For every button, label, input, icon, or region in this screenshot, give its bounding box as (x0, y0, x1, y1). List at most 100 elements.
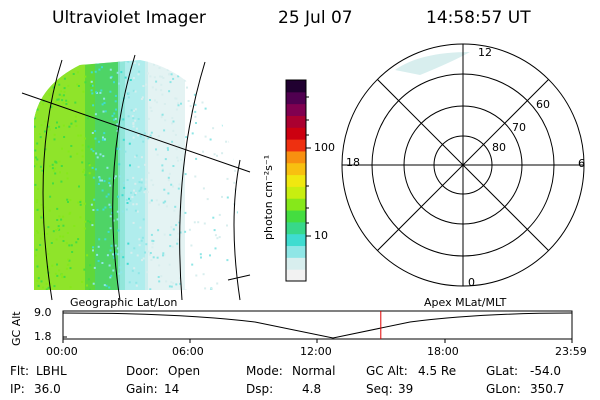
image-pixel (180, 102, 182, 105)
image-pixel (160, 275, 163, 278)
image-pixel (109, 68, 112, 71)
image-pixel (152, 240, 155, 242)
image-pixel (212, 216, 215, 219)
image-pixel (62, 235, 65, 238)
image-pixel (105, 284, 108, 287)
image-pixel (137, 58, 139, 60)
image-pixel (42, 233, 45, 235)
image-pixel (98, 238, 101, 241)
image-pixel (34, 149, 37, 152)
image-pixel (157, 276, 160, 278)
colorbar (285, 79, 311, 282)
image-pixel (64, 58, 66, 60)
observation-time: 14:58:57 UT (426, 8, 531, 28)
image-pixel (108, 177, 111, 180)
image-pixel (56, 60, 59, 63)
image-pixel (32, 155, 34, 157)
image-pixel (142, 85, 145, 87)
image-pixel (152, 256, 155, 259)
image-pixel (86, 284, 88, 287)
image-pixel (204, 107, 207, 110)
image-pixel (164, 119, 167, 122)
image-pixel (226, 224, 228, 227)
gc-alt-label: GC Alt: (366, 364, 408, 378)
image-pixel (218, 236, 221, 239)
image-pixel (178, 60, 180, 61)
mode-label: Mode: (246, 364, 283, 378)
image-pixel (87, 145, 90, 148)
image-pixel (53, 133, 56, 136)
colorbar-cell (286, 221, 306, 235)
image-pixel (140, 186, 143, 189)
image-pixel (194, 110, 197, 113)
image-pixel (113, 112, 116, 115)
image-pixel (232, 114, 235, 117)
image-pixel (203, 222, 206, 225)
image-pixel (134, 193, 136, 196)
image-pixel (129, 164, 131, 167)
image-pixel (169, 245, 172, 248)
image-pixel (51, 163, 54, 166)
colorbar-unit-label: photon cm⁻²s⁻¹ (262, 154, 275, 240)
image-pixel (145, 243, 148, 246)
image-pixel (34, 156, 37, 159)
image-pixel (156, 256, 159, 259)
image-pixel (92, 282, 95, 285)
image-pixel (81, 149, 84, 152)
image-pixel (170, 226, 173, 229)
image-pixel (131, 57, 133, 59)
image-pixel (102, 110, 105, 113)
colorbar-cell (286, 210, 306, 223)
image-pixel (34, 183, 37, 186)
image-pixel (175, 108, 178, 111)
image-pixel (117, 253, 120, 256)
image-pixel (69, 211, 72, 214)
image-pixel (116, 71, 119, 74)
image-pixel (39, 244, 42, 246)
image-pixel (34, 234, 35, 237)
image-pixel (61, 276, 64, 279)
image-pixel (163, 103, 166, 105)
image-pixel (77, 134, 80, 137)
image-pixel (40, 280, 43, 283)
image-pixel (134, 192, 137, 195)
image-pixel (69, 199, 72, 202)
image-pixel (34, 159, 35, 162)
image-pixel (129, 199, 132, 202)
image-pixel (134, 209, 137, 212)
image-pixel (131, 57, 133, 59)
image-graticule (21, 54, 251, 301)
image-pixel (99, 153, 102, 156)
image-pixel (128, 281, 131, 284)
image-pixel (122, 118, 125, 121)
image-pixel (58, 269, 61, 272)
mlat-label-60: 60 (536, 98, 550, 111)
image-pixel (147, 117, 150, 120)
image-pixel (54, 161, 57, 164)
image-pixel (32, 207, 34, 209)
image-pixel (184, 173, 187, 176)
image-pixel (132, 221, 135, 224)
image-pixel (119, 266, 122, 269)
image-pixel (143, 132, 146, 135)
image-pixel (63, 275, 66, 278)
colorbar-cell (286, 103, 306, 116)
colorbar-cell (286, 198, 306, 211)
image-pixel (30, 163, 32, 165)
image-pixel (163, 188, 166, 191)
image-pixel (130, 109, 133, 112)
image-pixel (105, 195, 108, 198)
image-pixel (116, 130, 119, 132)
image-pixel (171, 117, 174, 119)
image-pixel (142, 257, 145, 260)
image-pixel (83, 202, 86, 205)
image-pixel (54, 167, 57, 170)
image-pixel (56, 219, 59, 221)
image-pixel (190, 244, 193, 247)
uv-emission-image (30, 57, 239, 290)
image-pixel (188, 228, 191, 231)
image-pixel (66, 172, 69, 175)
image-pixel (150, 233, 153, 236)
image-pixel (101, 262, 104, 264)
image-pixel (49, 72, 51, 75)
